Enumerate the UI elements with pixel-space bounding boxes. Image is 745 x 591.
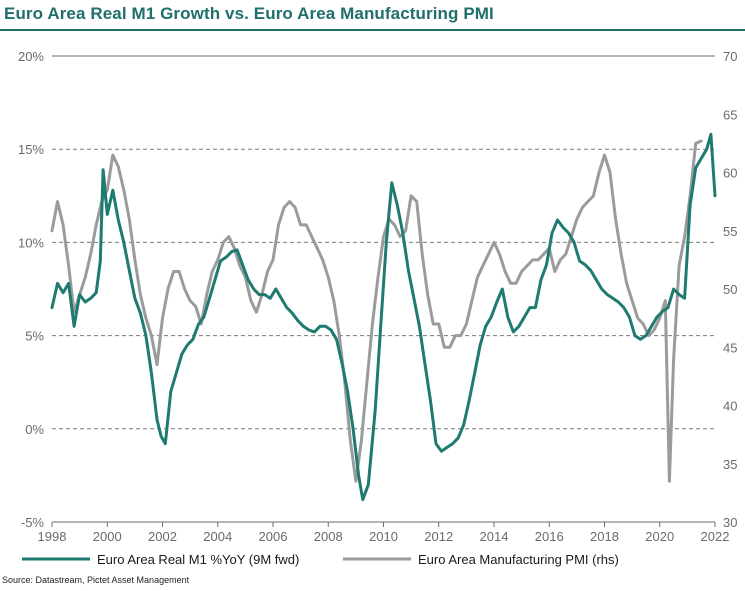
series-line-m1 <box>50 132 717 502</box>
title-underline <box>0 29 745 31</box>
x-axis-ticks: 1998 2000 2002 2004 2006 2008 2010 2012 2014 2016… <box>38 522 730 544</box>
right-axis-ticks: 70 65 60 55 50 45 40 35 30 <box>723 49 737 530</box>
right-tick-label: 30 <box>723 515 737 530</box>
x-tick-label: 2008 <box>314 529 343 544</box>
right-tick-label: 40 <box>723 399 737 414</box>
left-tick-label: -5% <box>21 515 45 530</box>
x-tick-label: 2002 <box>148 529 177 544</box>
right-tick-label: 60 <box>723 166 737 181</box>
x-tick-label: 2014 <box>480 529 509 544</box>
x-tick-label: 2022 <box>701 529 730 544</box>
legend-label-pmi: Euro Area Manufacturing PMI (rhs) <box>418 552 619 567</box>
left-tick-label: 0% <box>25 422 44 437</box>
right-tick-label: 55 <box>723 224 737 239</box>
right-tick-label: 50 <box>723 282 737 297</box>
series-line-pmi <box>50 139 703 483</box>
x-tick-label: 2018 <box>590 529 619 544</box>
source-note: Source: Datastream, Pictet Asset Managem… <box>2 575 190 585</box>
series-lines <box>50 132 717 502</box>
right-tick-label: 65 <box>723 107 737 122</box>
left-tick-label: 20% <box>18 49 44 64</box>
x-tick-label: 2016 <box>535 529 564 544</box>
left-axis-ticks: 20% 15% 10% 5% 0% -5% <box>18 49 44 530</box>
x-tick-label: 2006 <box>259 529 288 544</box>
chart-title: Euro Area Real M1 Growth vs. Euro Area M… <box>4 4 494 23</box>
x-tick-label: 2010 <box>369 529 398 544</box>
legend-label-m1: Euro Area Real M1 %YoY (9M fwd) <box>97 552 299 567</box>
right-tick-label: 70 <box>723 49 737 64</box>
left-tick-label: 5% <box>25 329 44 344</box>
right-tick-label: 45 <box>723 340 737 355</box>
legend: Euro Area Real M1 %YoY (9M fwd) Euro Are… <box>22 552 619 567</box>
x-tick-label: 1998 <box>38 529 67 544</box>
x-tick-label: 2020 <box>645 529 674 544</box>
right-tick-label: 35 <box>723 457 737 472</box>
x-tick-label: 2012 <box>424 529 453 544</box>
left-tick-label: 15% <box>18 142 44 157</box>
left-tick-label: 10% <box>18 235 44 250</box>
x-tick-label: 2004 <box>203 529 232 544</box>
x-tick-label: 2000 <box>93 529 122 544</box>
